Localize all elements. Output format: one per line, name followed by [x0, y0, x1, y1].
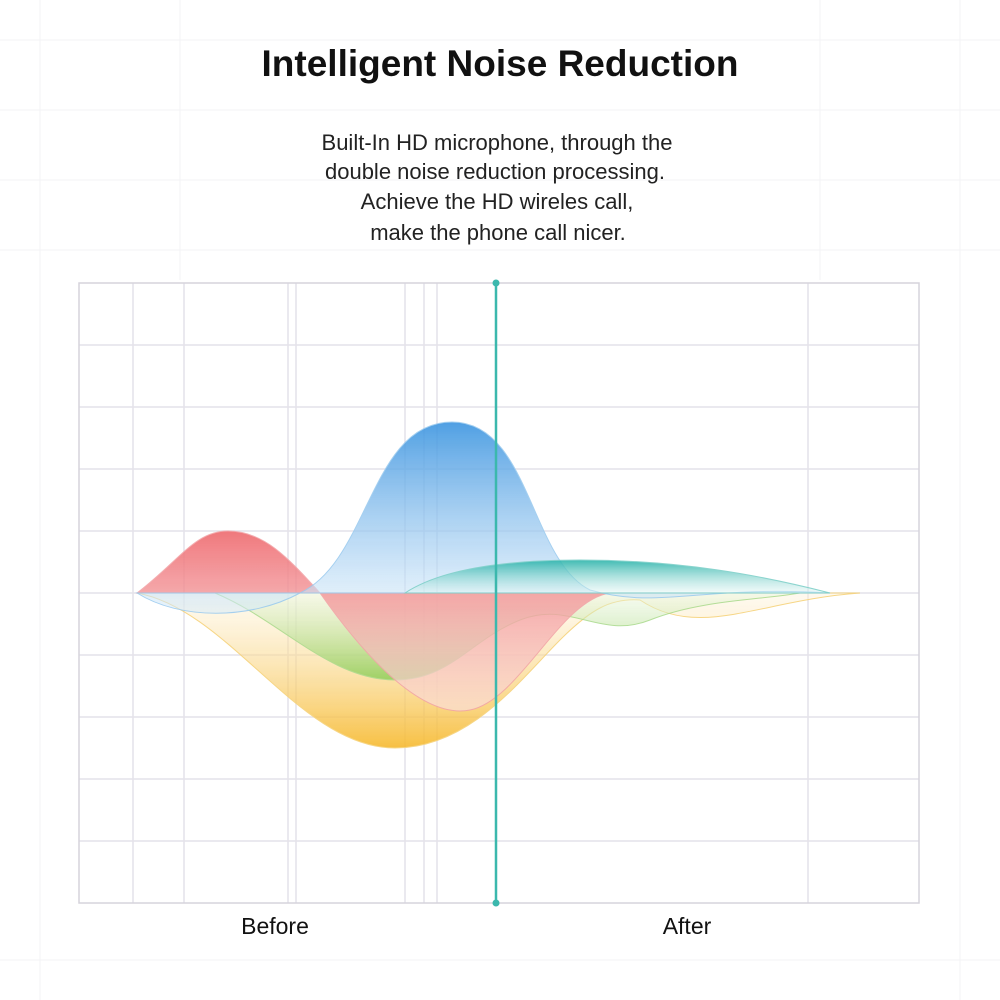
teal-wave: [403, 559, 831, 594]
description-line: double noise reduction processing.: [325, 159, 665, 184]
blue-wave: [135, 421, 831, 614]
description-line: Built-In HD microphone, through the: [322, 130, 673, 155]
description-line: Achieve the HD wireles call,: [361, 189, 634, 214]
red-wave: [135, 530, 611, 712]
description-line: make the phone call nicer.: [370, 220, 626, 245]
title: Intelligent Noise Reduction: [262, 43, 739, 84]
waves: [135, 421, 861, 749]
divider: [492, 279, 500, 907]
before-label: Before: [241, 913, 309, 939]
after-label: After: [663, 913, 712, 939]
